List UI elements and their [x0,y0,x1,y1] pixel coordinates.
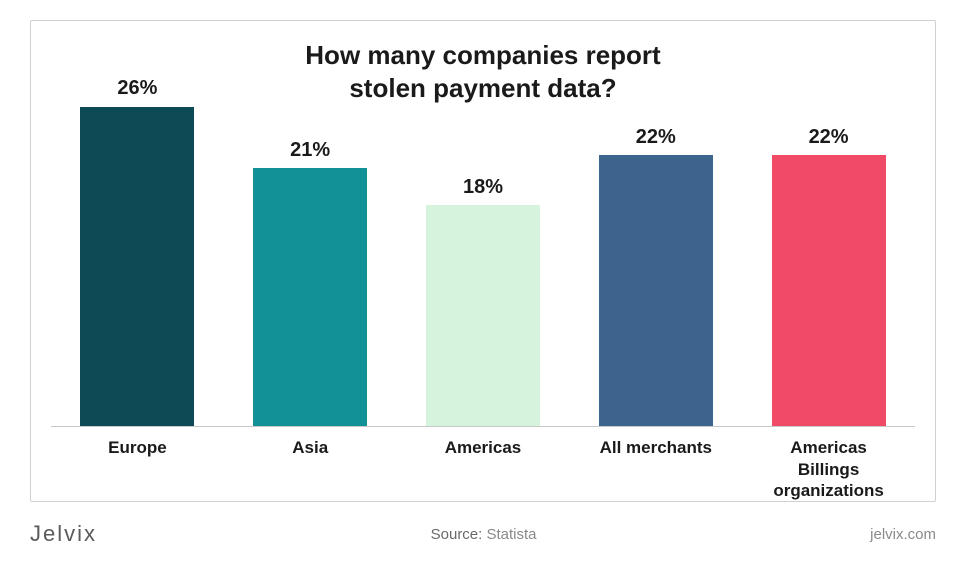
bar-value-label: 22% [569,126,742,149]
footer: Jelvix Source: Statista jelvix.com [0,514,966,554]
chart-area: 26%21%18% 22%22% [31,104,935,427]
bar [569,155,742,426]
x-axis-label: Americas [397,437,570,501]
chart-frame: How many companies report stolen payment… [30,20,936,502]
bar-slot: 22% [569,107,742,426]
x-axis-label: Asia [224,437,397,501]
source-value: Statista [487,526,537,543]
bar-value-label: 21% [224,139,397,162]
bar-fill [253,168,367,426]
source-label: Source: [431,526,483,543]
bar-value-label: 18% [397,176,570,199]
x-axis-label: Americas Billings organizations [742,437,915,501]
x-axis-label: All merchants [569,437,742,501]
bar-slot: 22% [742,107,915,426]
source-text: Source: Statista [431,526,537,543]
bar [742,155,915,426]
x-axis-labels: EuropeAsiaAmericasAll merchantsAmericas … [31,437,935,501]
bar [224,168,397,426]
bar-slot: 21% [224,107,397,426]
bar [397,205,570,427]
bar-slot: 18% [397,107,570,426]
bar-slot: 26% [51,107,224,426]
chart-title: How many companies report stolen payment… [305,39,660,104]
site-url: jelvix.com [870,526,936,543]
bar-fill [772,155,886,426]
bar-value-label: 26% [51,77,224,100]
bar-value-label: 22% [742,126,915,149]
bar-fill [426,205,540,427]
brand-logo: Jelvix [30,521,97,547]
bar [51,107,224,426]
x-axis-label: Europe [51,437,224,501]
bar-group: 26%21%18% 22%22% [51,107,915,427]
bar-fill [80,107,194,426]
bar-fill [599,155,713,426]
